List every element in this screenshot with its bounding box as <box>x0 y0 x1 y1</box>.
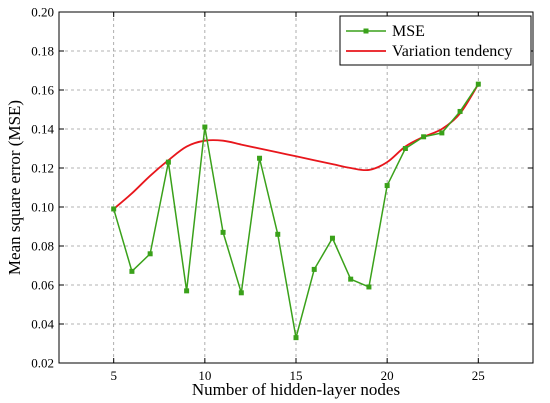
data-point-mse <box>366 284 372 290</box>
y-tick-label: 0.16 <box>31 83 54 98</box>
legend-box <box>339 15 532 66</box>
x-axis-title: Number of hidden-layer nodes <box>192 380 400 399</box>
y-tick-label: 0.06 <box>31 278 54 293</box>
data-point-mse <box>311 266 317 272</box>
y-tick-label: 0.10 <box>31 200 54 215</box>
data-point-mse <box>165 159 171 165</box>
legend: MSE Variation tendency <box>339 15 532 66</box>
data-point-mse <box>329 235 335 241</box>
data-point-mse <box>421 134 427 140</box>
x-tick-label: 10 <box>198 368 211 383</box>
data-point-mse <box>402 146 408 151</box>
legend-marker-mse <box>363 28 369 34</box>
data-point-mse <box>238 290 244 296</box>
x-tick-label: 15 <box>290 368 303 383</box>
y-tick-label: 0.02 <box>31 356 54 371</box>
y-tick-label: 0.14 <box>31 122 54 137</box>
x-tick-label: 20 <box>381 368 394 383</box>
data-point-mse <box>439 130 445 136</box>
data-point-mse <box>147 251 153 257</box>
data-point-mse <box>220 229 226 235</box>
data-point-mse <box>129 268 135 274</box>
data-point-mse <box>293 335 299 341</box>
data-point-mse <box>111 206 117 212</box>
y-tick-label: 0.04 <box>31 317 54 332</box>
x-tick-label: 5 <box>110 368 117 383</box>
data-point-mse <box>475 81 481 87</box>
data-point-mse <box>202 124 208 130</box>
data-point-mse <box>257 155 263 161</box>
data-point-mse <box>384 183 390 189</box>
data-point-mse <box>275 231 281 237</box>
x-tick-label: 25 <box>472 368 485 383</box>
data-point-mse <box>457 108 463 114</box>
data-point-mse <box>184 288 190 294</box>
legend-label-variation-tendency: Variation tendency <box>392 43 512 60</box>
axis-ticks: 5 10 15 20 25 0.02 0.04 0.06 0.08 0.10 0.12 0.14 0.1… <box>31 5 533 383</box>
y-tick-label: 0.18 <box>31 44 54 59</box>
y-axis-title: Mean square error (MSE) <box>5 100 24 275</box>
legend-label-mse: MSE <box>392 23 425 40</box>
y-tick-label: 0.20 <box>31 5 54 20</box>
y-tick-label: 0.12 <box>31 161 54 176</box>
data-point-mse <box>348 276 354 282</box>
series-group <box>111 81 481 341</box>
y-tick-label: 0.08 <box>31 239 54 254</box>
